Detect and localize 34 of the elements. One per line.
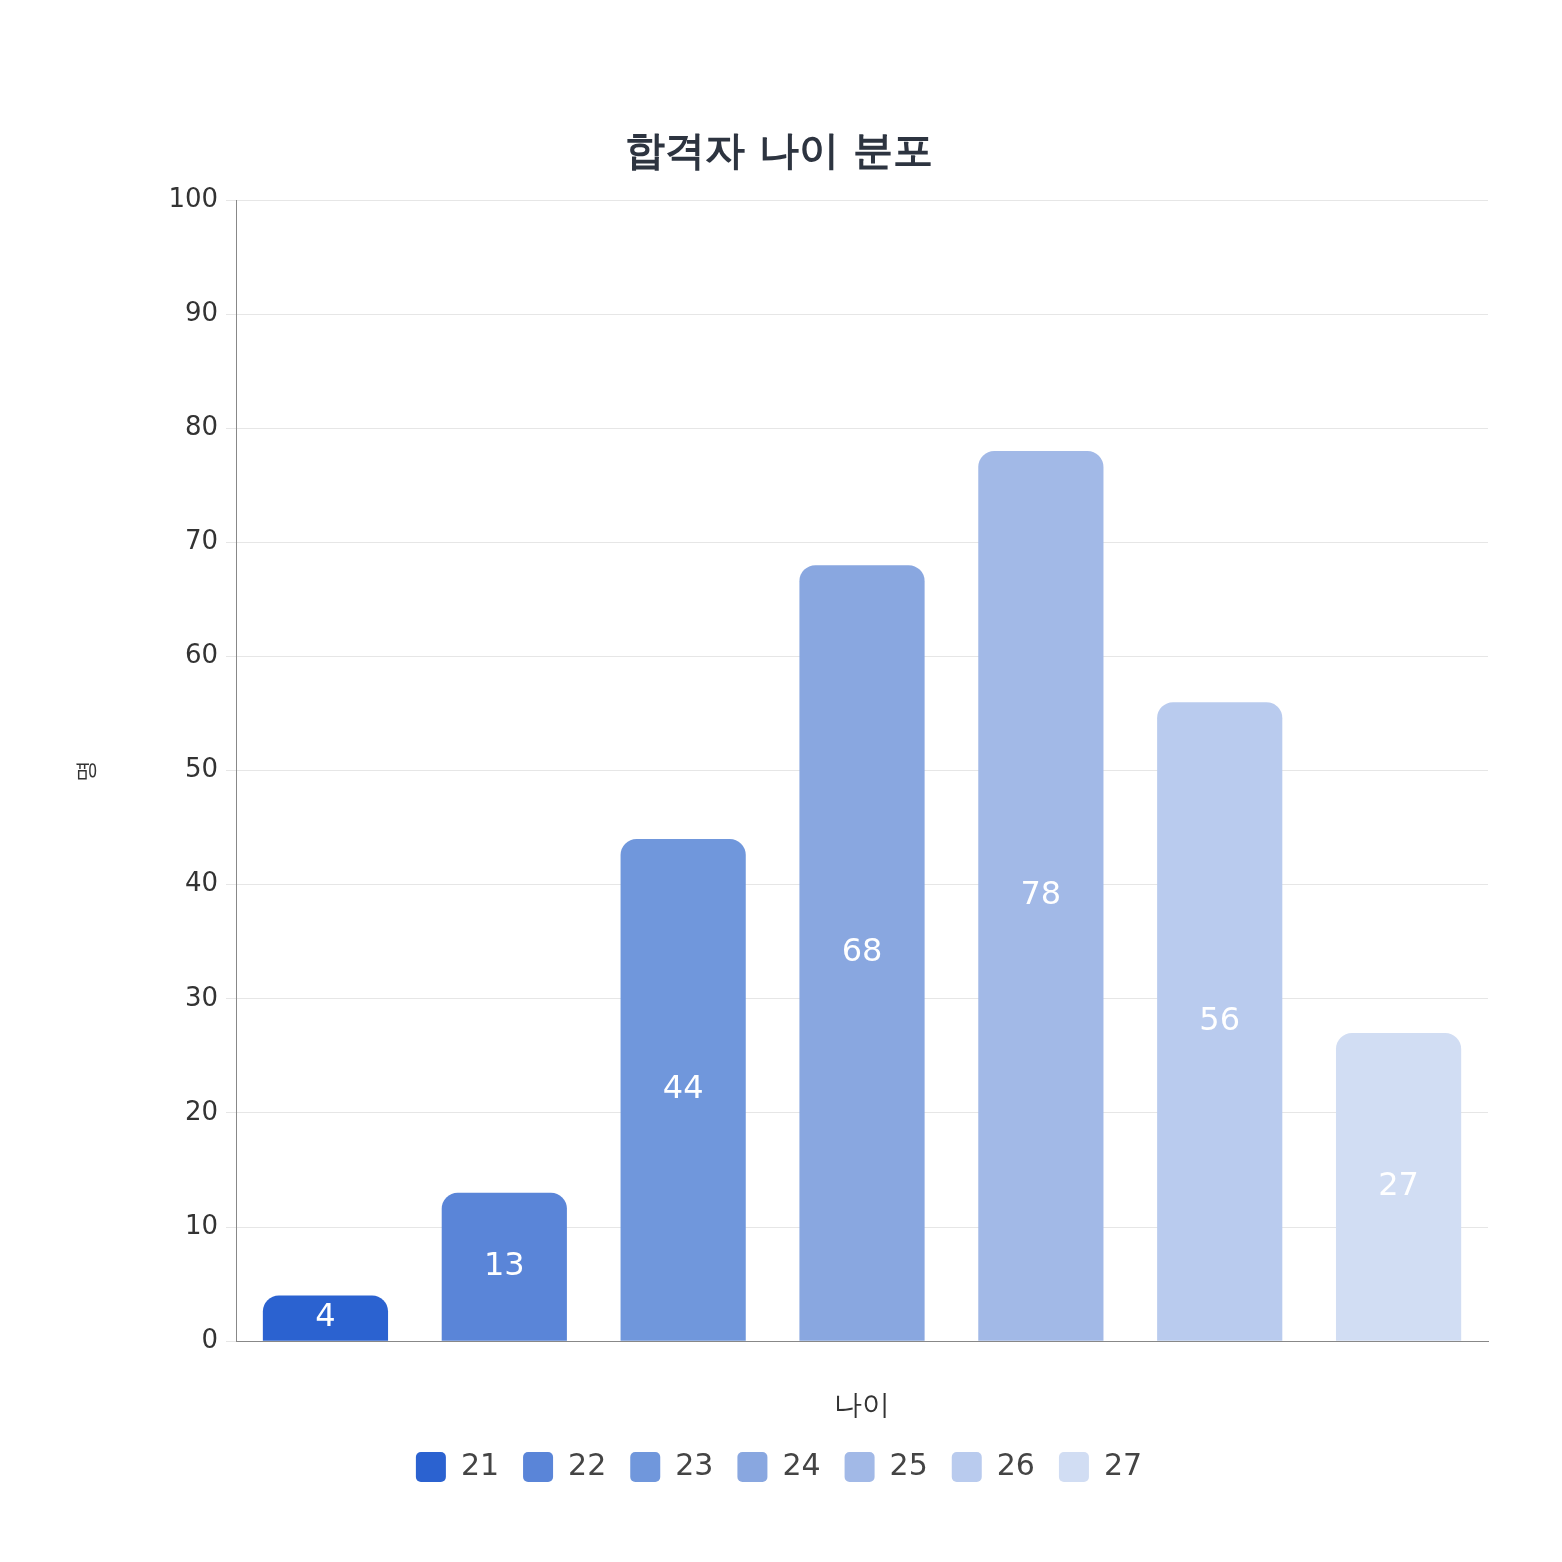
y-tick-label: 100 <box>168 182 219 213</box>
x-axis-title: 나이 <box>834 1388 891 1422</box>
y-tick-label: 0 <box>201 1323 219 1354</box>
y-tick-label: 40 <box>184 867 219 898</box>
legend-label: 22 <box>568 1446 607 1482</box>
bar <box>799 565 925 1341</box>
bar <box>441 1192 567 1341</box>
bar <box>1157 702 1283 1341</box>
data-label: 4 <box>315 1296 336 1335</box>
legend-label: 21 <box>460 1446 500 1482</box>
y-tick-label: 10 <box>184 1209 219 1240</box>
data-label: 13 <box>483 1245 525 1284</box>
data-label: 78 <box>1020 874 1062 913</box>
legend-label: 26 <box>996 1446 1035 1482</box>
y-tick-label: 70 <box>184 525 219 556</box>
y-tick-label: 80 <box>184 410 219 441</box>
legend-label: 23 <box>675 1446 714 1482</box>
y-tick-label: 50 <box>184 753 219 784</box>
bar <box>1335 1033 1462 1341</box>
data-label: 56 <box>1199 999 1241 1038</box>
legend-label: 27 <box>1103 1446 1143 1482</box>
bar <box>262 1295 389 1341</box>
chart-title: 합격자 나이 분포 <box>625 127 933 174</box>
legend-label: 24 <box>782 1446 821 1482</box>
data-label: 44 <box>662 1068 704 1107</box>
legend-label: 25 <box>889 1446 928 1482</box>
y-axis-title: 명 <box>72 759 98 782</box>
y-tick-label: 30 <box>184 981 219 1012</box>
data-label: 68 <box>841 931 883 970</box>
y-tick-label: 90 <box>184 296 219 327</box>
bar <box>620 839 746 1341</box>
y-tick-label: 20 <box>184 1095 219 1126</box>
bar <box>978 451 1104 1341</box>
y-tick-label: 60 <box>184 639 219 670</box>
